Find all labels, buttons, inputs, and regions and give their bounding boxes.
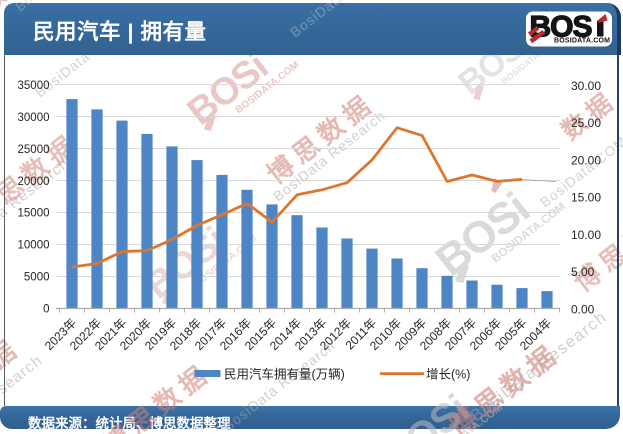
svg-text:30000: 30000	[18, 112, 50, 124]
svg-text:35000: 35000	[18, 80, 50, 92]
svg-text:20.00: 20.00	[571, 153, 601, 167]
svg-text:20000: 20000	[18, 176, 50, 188]
svg-text:5.00: 5.00	[571, 265, 595, 279]
svg-text:BOS: BOS	[530, 11, 592, 44]
svg-text:0: 0	[43, 304, 49, 316]
svg-text:10000: 10000	[18, 240, 50, 252]
svg-text:民用汽车拥有量(万辆): 民用汽车拥有量(万辆)	[224, 367, 345, 382]
svg-text:BOSIDATA.COM: BOSIDATA.COM	[554, 38, 610, 45]
svg-text:10.00: 10.00	[571, 228, 601, 242]
svg-text:30.00: 30.00	[571, 79, 601, 93]
svg-text:0.00: 0.00	[571, 302, 595, 316]
svg-text:25000: 25000	[18, 144, 50, 156]
svg-text:25.00: 25.00	[571, 116, 601, 130]
svg-text:5000: 5000	[24, 272, 50, 284]
svg-text:15000: 15000	[18, 208, 50, 220]
svg-text:15.00: 15.00	[571, 191, 601, 205]
svg-text:增长(%): 增长(%)	[426, 367, 470, 382]
